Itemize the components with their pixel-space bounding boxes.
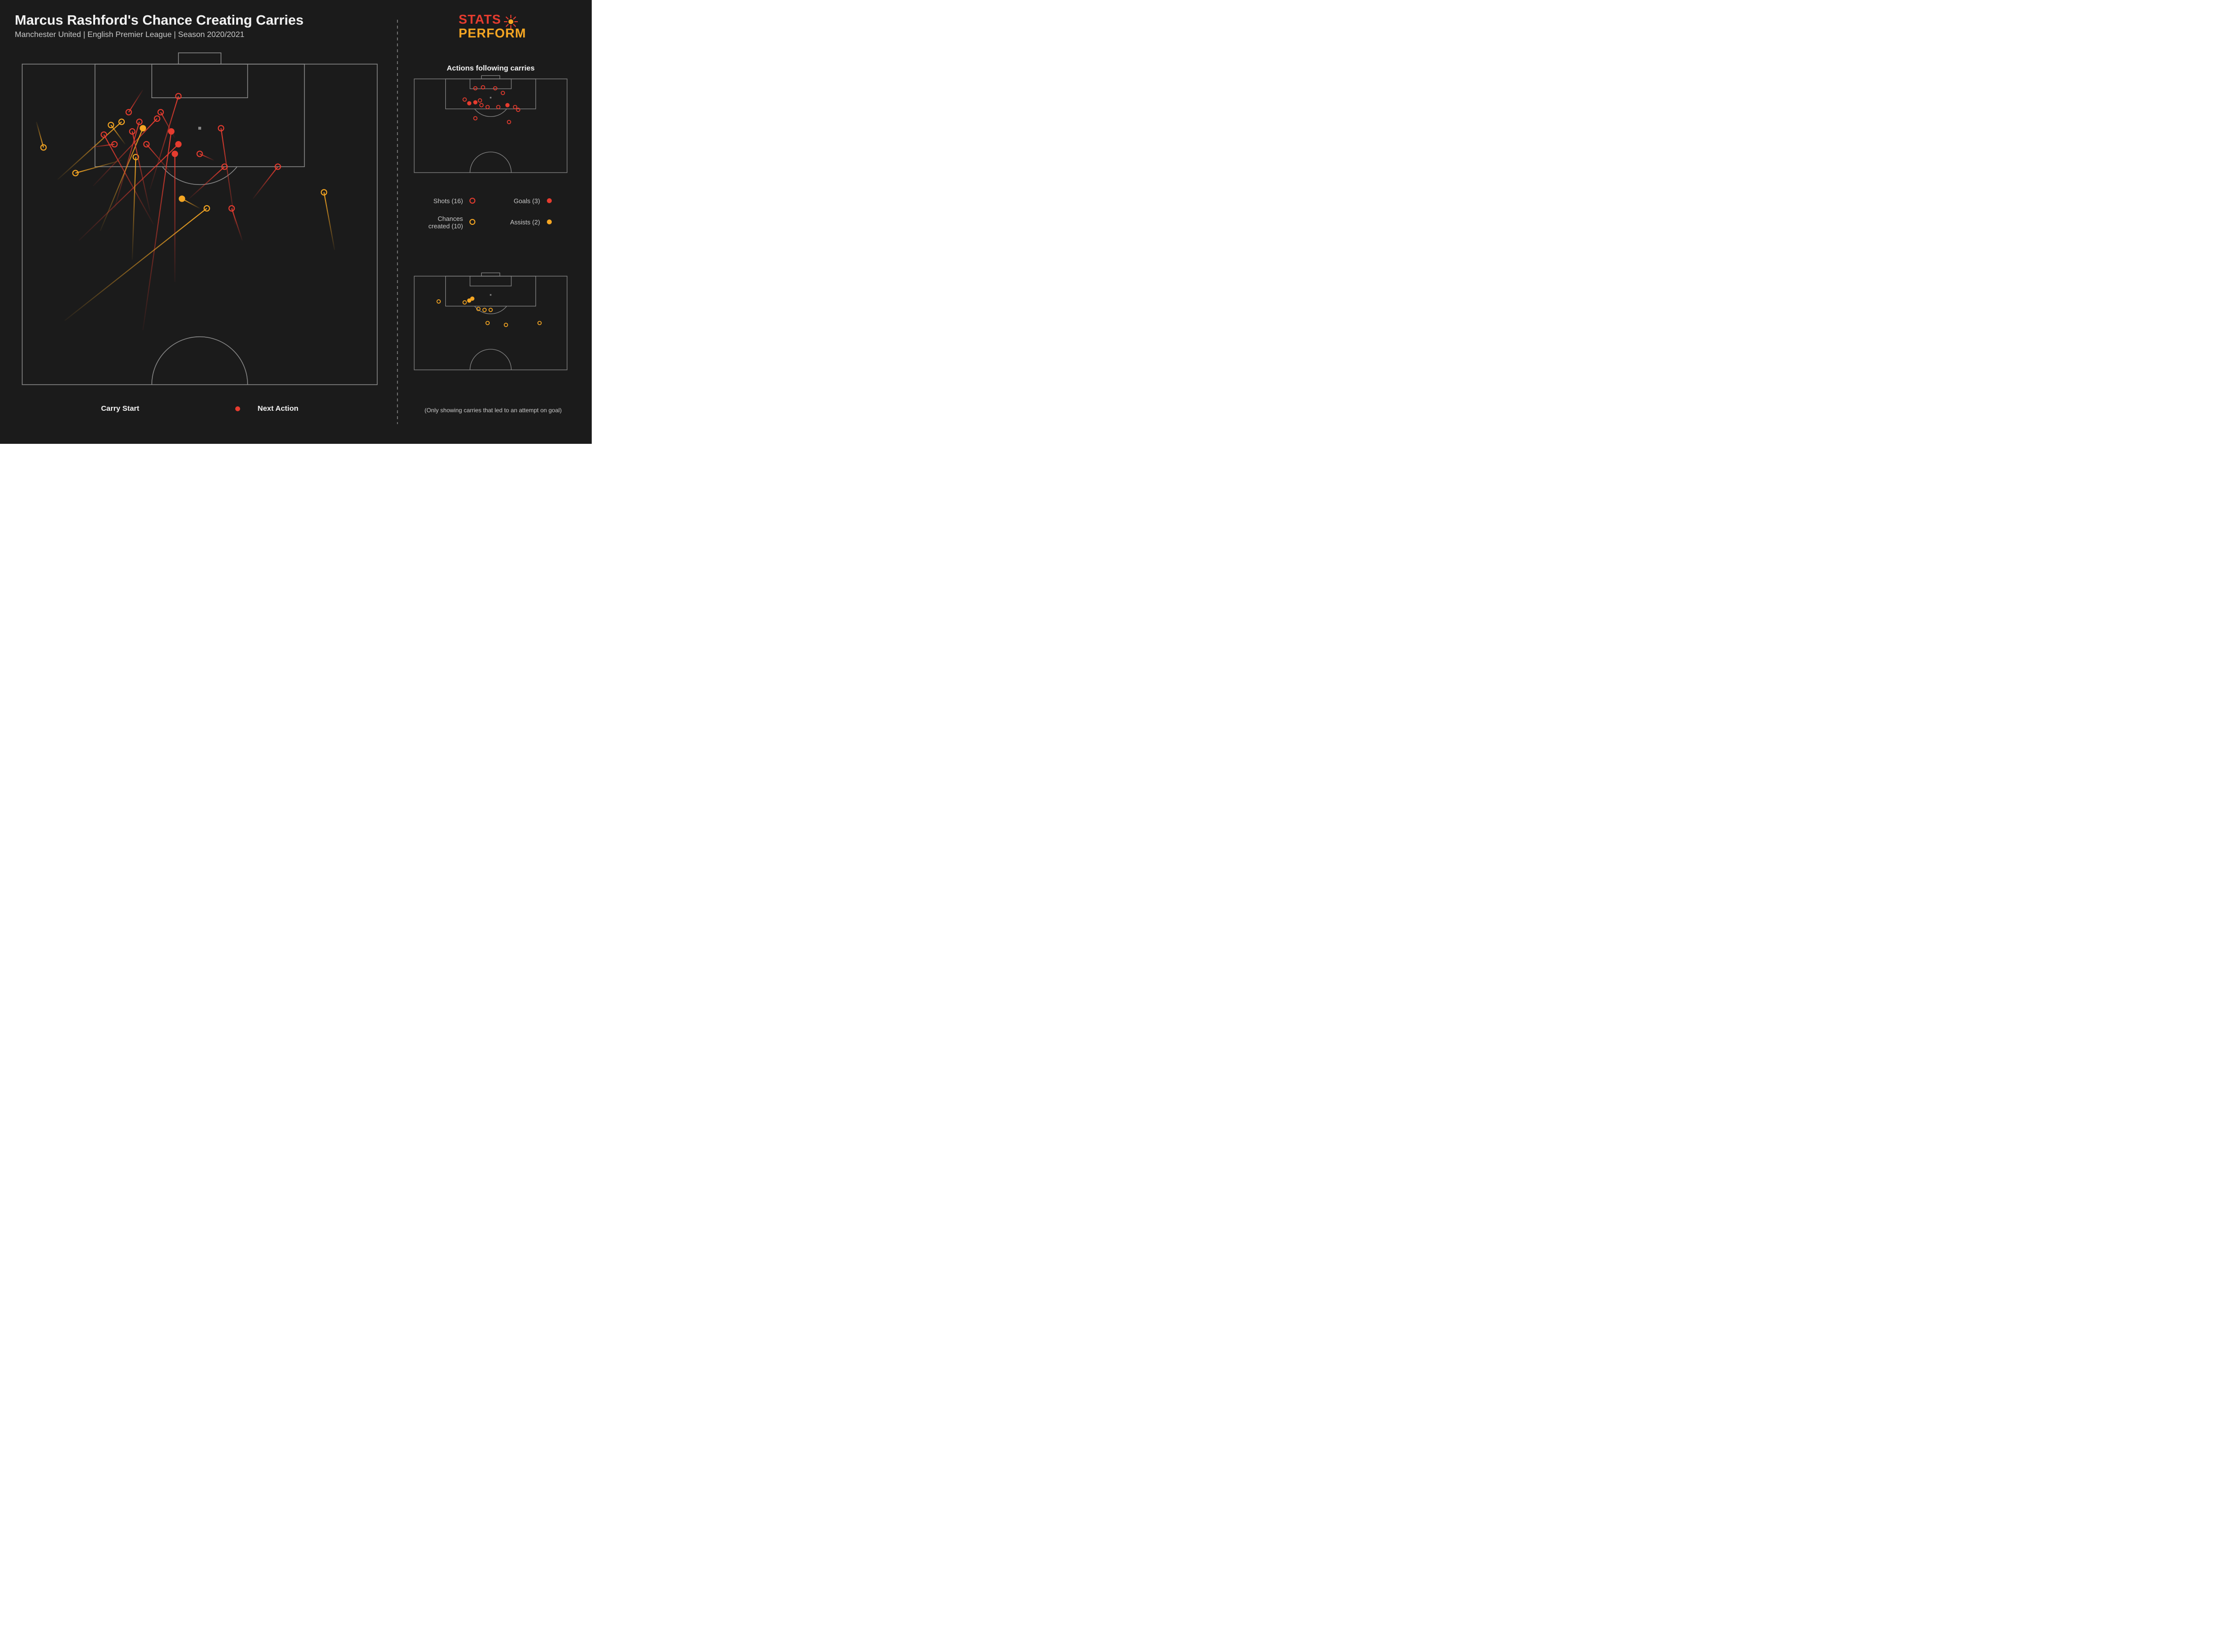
shot-point: [506, 104, 509, 107]
brand-logo-svg: STATS PERFORM: [459, 11, 562, 42]
carry-line: [58, 122, 122, 180]
chance-point: [463, 301, 466, 304]
carry-endpoint: [172, 151, 178, 157]
brand-logo: STATS PERFORM: [459, 11, 562, 45]
carry-line: [232, 209, 243, 241]
legend-goals-label: Goals (3): [496, 198, 540, 205]
brand-line2: PERFORM: [459, 26, 526, 40]
legend-assists-icon: [546, 218, 567, 227]
carry-line: [324, 192, 335, 250]
chance-point: [483, 308, 486, 312]
shot-point: [474, 87, 477, 90]
carry-line: [100, 128, 143, 231]
shot-point: [486, 106, 489, 109]
footnote: (Only showing carries that led to an att…: [414, 407, 572, 414]
legend-shots-icon: [469, 197, 490, 206]
carry-line: [143, 132, 172, 330]
carry-line: [65, 209, 207, 321]
right-legend: Shots (16) Goals (3) Chances created (10…: [414, 197, 567, 230]
shot-point: [494, 87, 497, 90]
shot-point: [474, 101, 477, 104]
carry-line: [150, 96, 179, 189]
chance-point: [486, 322, 489, 325]
legend-shots-label: Shots (16): [414, 198, 463, 205]
chance-point: [470, 297, 474, 300]
carry-line: [36, 122, 43, 147]
main-pitch: [22, 64, 377, 385]
carry-line: [129, 90, 143, 112]
shot-point: [480, 104, 483, 107]
legend-goals-icon: [546, 197, 567, 206]
legend-chances-label: Chances created (10): [414, 215, 463, 230]
right-panel-title: Actions following carries: [414, 64, 567, 72]
shot-point: [478, 99, 482, 102]
carry-line: [221, 128, 235, 224]
legend-carry-start-label: Carry Start: [101, 404, 140, 413]
main-legend: Carry Start Next Action: [22, 404, 377, 413]
shot-point: [507, 120, 511, 124]
chart-title: Marcus Rashford's Chance Creating Carrie…: [15, 12, 304, 28]
carry-endpoint: [176, 142, 181, 147]
legend-carry-line-icon: [154, 405, 243, 413]
shot-point: [497, 106, 500, 109]
shot-point: [513, 106, 517, 109]
chart-subtitle: Manchester United | English Premier Leag…: [15, 31, 245, 39]
divider-line: [397, 20, 398, 424]
carry-line: [253, 167, 278, 199]
chance-point: [489, 308, 493, 312]
chances-mini-pitch: [414, 276, 567, 370]
chance-point: [538, 322, 541, 325]
shot-point: [501, 91, 504, 95]
carry-endpoint: [140, 126, 145, 131]
shot-point: [474, 116, 477, 120]
carry-line: [189, 167, 224, 199]
chart-root: Marcus Rashford's Chance Creating Carrie…: [0, 0, 592, 444]
carry-endpoint: [179, 196, 185, 202]
shots-mini-pitch: [414, 79, 567, 173]
carry-line: [111, 125, 125, 144]
carry-line: [132, 157, 136, 260]
chance-point: [504, 323, 508, 326]
legend-assists-label: Assists (2): [496, 219, 540, 226]
legend-chances-icon: [469, 218, 490, 227]
chance-point: [437, 300, 440, 303]
shot-point: [467, 102, 471, 105]
carry-line: [93, 119, 157, 186]
brand-line1: STATS: [459, 12, 501, 27]
legend-next-action-label: Next Action: [257, 404, 298, 413]
shot-point: [463, 98, 466, 101]
